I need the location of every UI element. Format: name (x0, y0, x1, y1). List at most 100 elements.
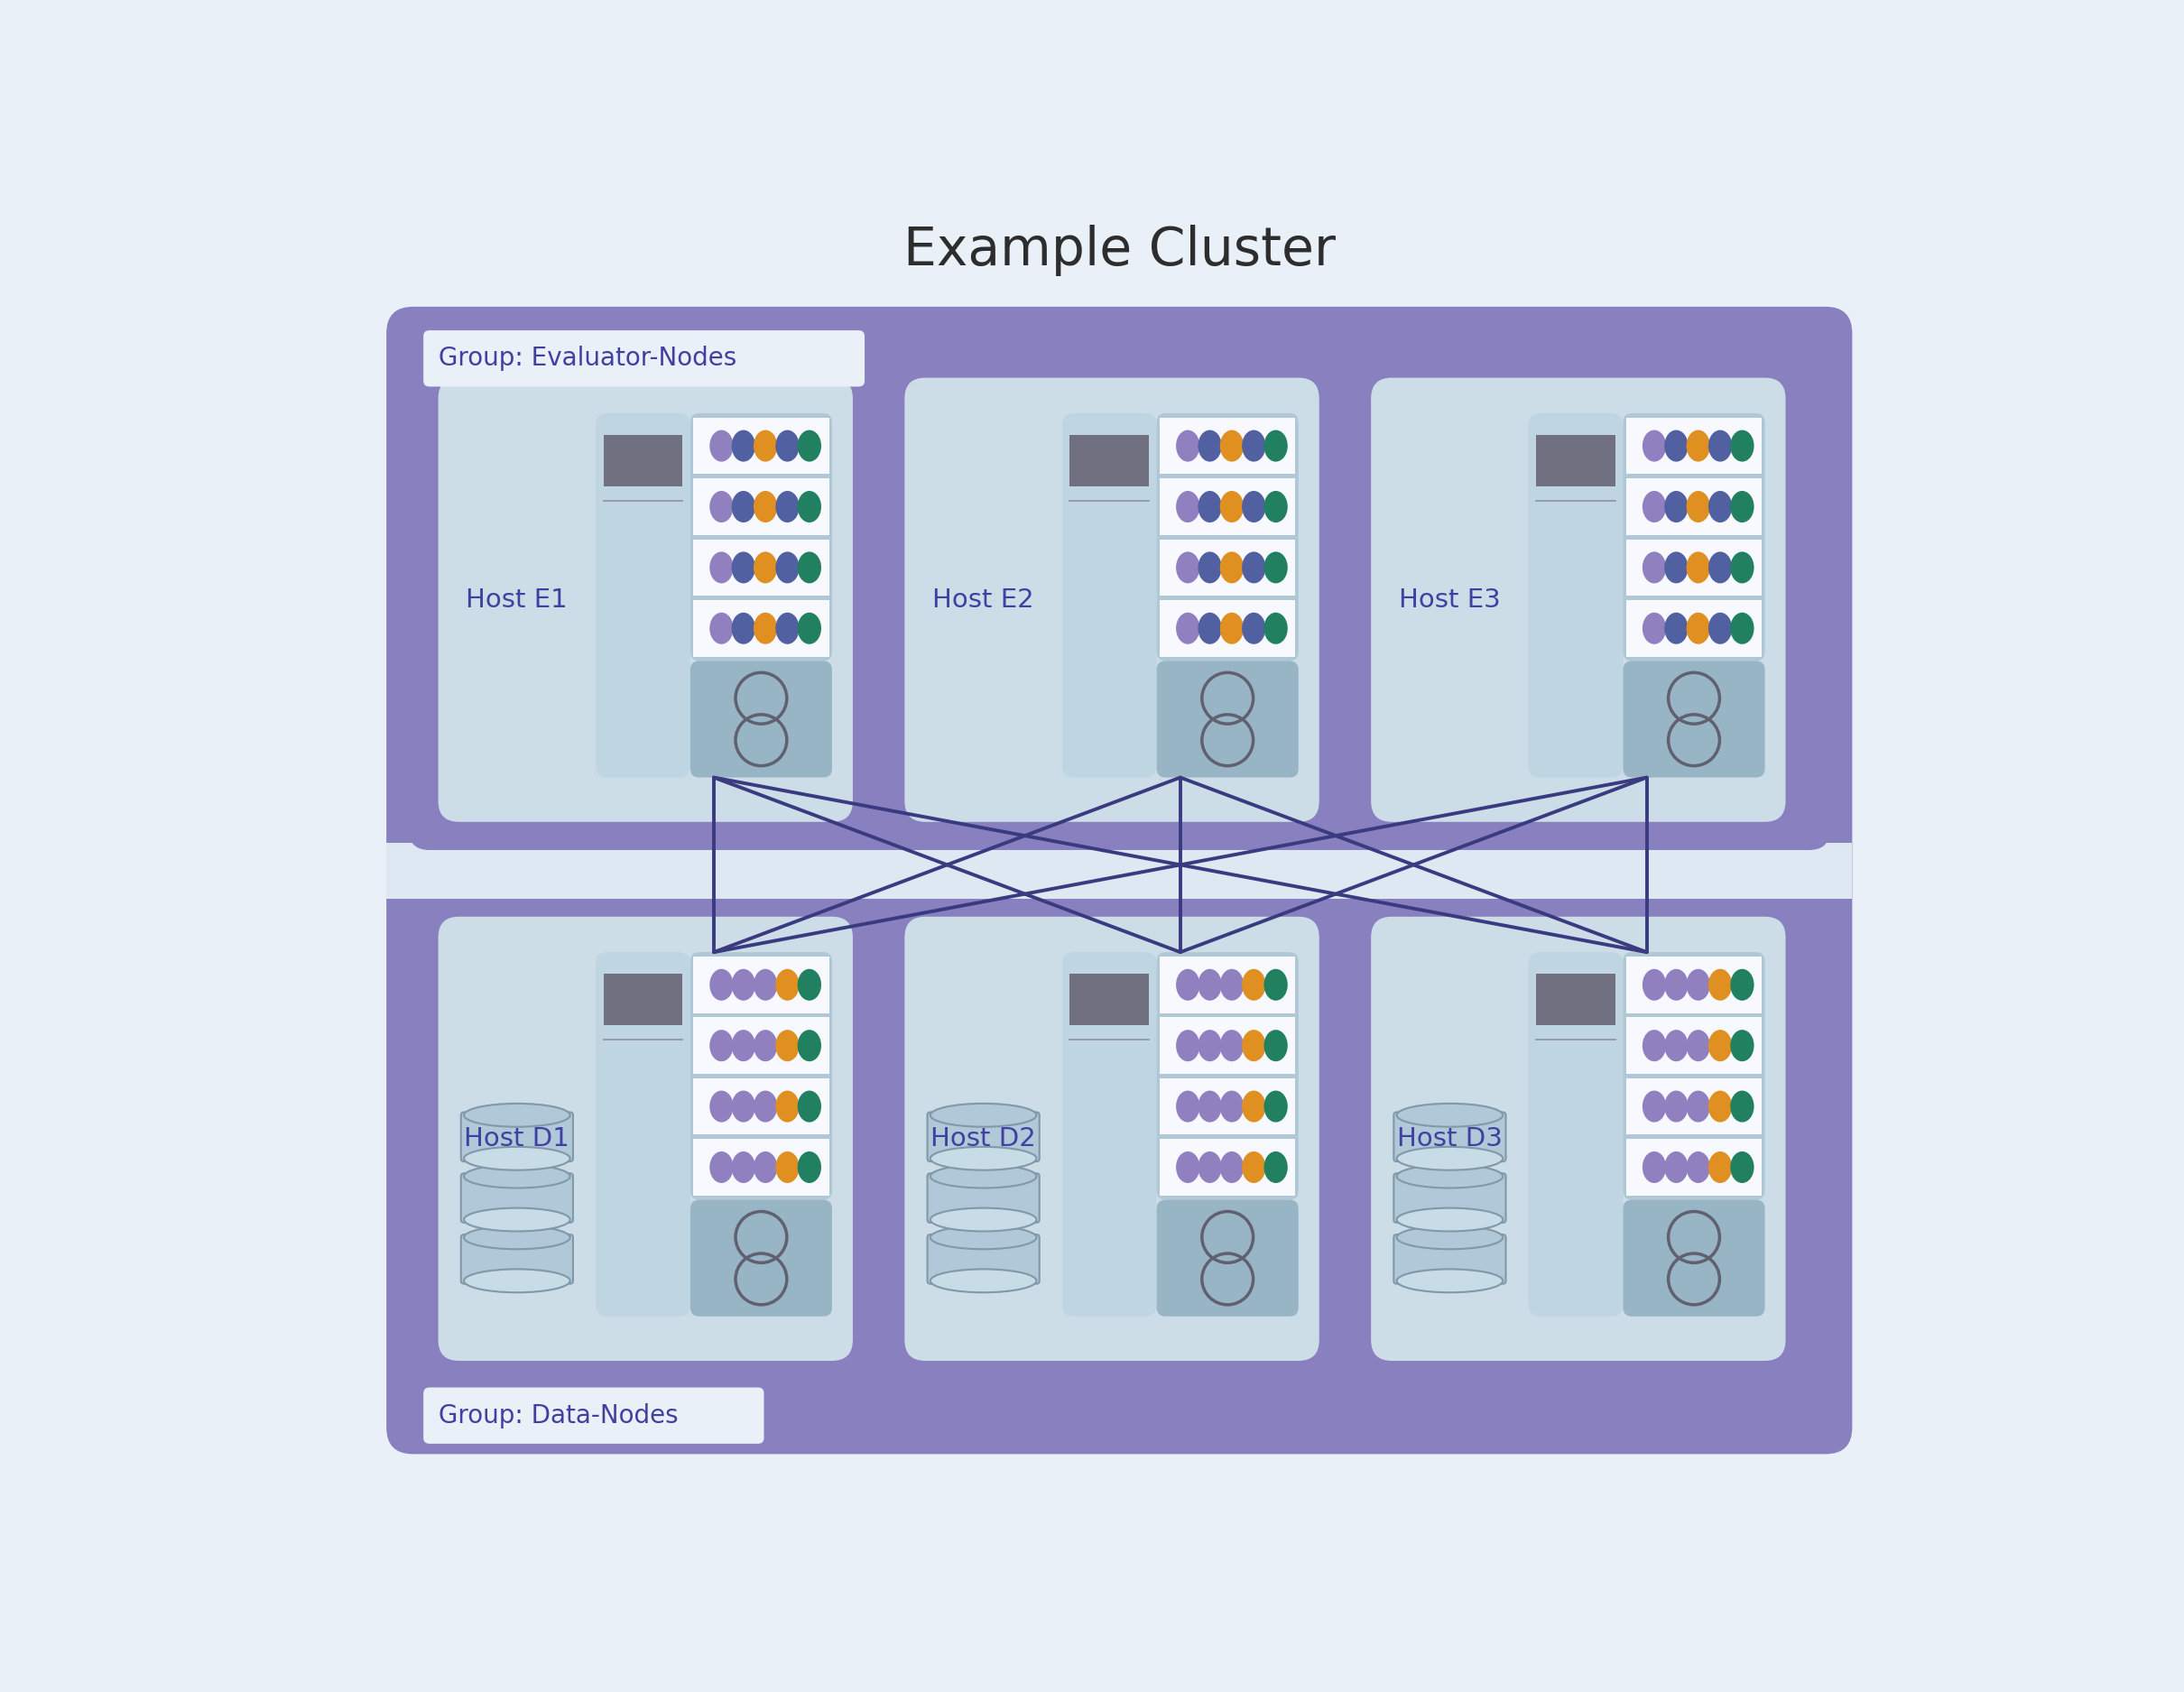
Ellipse shape (1221, 430, 1243, 462)
Ellipse shape (732, 613, 756, 645)
Ellipse shape (1664, 970, 1688, 1000)
Ellipse shape (1642, 1030, 1666, 1061)
FancyBboxPatch shape (596, 953, 690, 1316)
Ellipse shape (1730, 1030, 1754, 1061)
Ellipse shape (1642, 552, 1666, 584)
Bar (692, 1017, 830, 1074)
Bar (1160, 479, 1295, 535)
Ellipse shape (1243, 613, 1267, 645)
Ellipse shape (1199, 613, 1221, 645)
Ellipse shape (753, 552, 778, 584)
Ellipse shape (1708, 552, 1732, 584)
Text: Host D3: Host D3 (1398, 1127, 1503, 1151)
FancyBboxPatch shape (1393, 1173, 1505, 1223)
Ellipse shape (1265, 1030, 1289, 1061)
Ellipse shape (1265, 1152, 1289, 1183)
Ellipse shape (1708, 1152, 1732, 1183)
Ellipse shape (930, 1208, 1037, 1232)
Ellipse shape (732, 1152, 756, 1183)
Ellipse shape (1686, 1091, 1710, 1122)
Ellipse shape (1265, 1091, 1289, 1122)
FancyBboxPatch shape (690, 1200, 832, 1316)
Ellipse shape (1686, 430, 1710, 462)
Ellipse shape (1221, 1030, 1243, 1061)
Bar (1627, 601, 1762, 656)
Ellipse shape (1686, 970, 1710, 1000)
Bar (1627, 540, 1762, 596)
Ellipse shape (1730, 430, 1754, 462)
FancyBboxPatch shape (1372, 917, 1787, 1360)
Bar (1160, 1139, 1295, 1196)
Ellipse shape (710, 1030, 734, 1061)
Text: Host D2: Host D2 (930, 1127, 1035, 1151)
Ellipse shape (463, 1208, 570, 1232)
FancyBboxPatch shape (690, 413, 832, 662)
Ellipse shape (1708, 970, 1732, 1000)
FancyBboxPatch shape (690, 953, 832, 1200)
Ellipse shape (1243, 491, 1267, 523)
FancyBboxPatch shape (1158, 662, 1299, 777)
Ellipse shape (1243, 1030, 1267, 1061)
FancyBboxPatch shape (1393, 1235, 1505, 1284)
Bar (603, 975, 684, 1025)
Ellipse shape (797, 970, 821, 1000)
Ellipse shape (710, 552, 734, 584)
Ellipse shape (753, 613, 778, 645)
Ellipse shape (1243, 552, 1267, 584)
Ellipse shape (1221, 552, 1243, 584)
FancyBboxPatch shape (1158, 953, 1299, 1200)
Ellipse shape (1398, 1208, 1503, 1232)
Ellipse shape (797, 1091, 821, 1122)
Ellipse shape (775, 1030, 799, 1061)
FancyBboxPatch shape (1529, 953, 1623, 1316)
Ellipse shape (732, 1030, 756, 1061)
Ellipse shape (1664, 1091, 1688, 1122)
FancyBboxPatch shape (1158, 1200, 1299, 1316)
Ellipse shape (732, 430, 756, 462)
Ellipse shape (732, 491, 756, 523)
Ellipse shape (1398, 1103, 1503, 1127)
Bar (1627, 956, 1762, 1014)
Ellipse shape (1398, 1269, 1503, 1293)
FancyBboxPatch shape (439, 917, 852, 1360)
Bar (1160, 1078, 1295, 1135)
Ellipse shape (1221, 491, 1243, 523)
Ellipse shape (753, 430, 778, 462)
Ellipse shape (1642, 491, 1666, 523)
Ellipse shape (1199, 970, 1221, 1000)
Ellipse shape (930, 1269, 1037, 1293)
Ellipse shape (1243, 430, 1267, 462)
Ellipse shape (1175, 430, 1199, 462)
Ellipse shape (732, 1091, 756, 1122)
FancyBboxPatch shape (461, 1112, 572, 1161)
Text: Group: Data-Nodes: Group: Data-Nodes (439, 1403, 677, 1428)
Ellipse shape (1664, 430, 1688, 462)
Ellipse shape (1708, 491, 1732, 523)
Ellipse shape (775, 491, 799, 523)
Ellipse shape (1199, 552, 1221, 584)
Bar (692, 601, 830, 656)
Ellipse shape (1730, 491, 1754, 523)
Bar (692, 1078, 830, 1135)
FancyBboxPatch shape (1623, 413, 1765, 662)
Text: Host E1: Host E1 (465, 587, 568, 613)
Bar (1627, 1139, 1762, 1196)
FancyBboxPatch shape (461, 1173, 572, 1223)
FancyBboxPatch shape (1372, 377, 1787, 822)
Ellipse shape (1686, 491, 1710, 523)
Ellipse shape (1175, 1030, 1199, 1061)
Ellipse shape (775, 1152, 799, 1183)
Bar (1160, 418, 1295, 474)
Ellipse shape (1664, 1030, 1688, 1061)
Ellipse shape (1175, 1152, 1199, 1183)
Ellipse shape (463, 1147, 570, 1171)
FancyBboxPatch shape (904, 917, 1319, 1360)
Ellipse shape (1730, 1091, 1754, 1122)
FancyBboxPatch shape (928, 1112, 1040, 1161)
Ellipse shape (1175, 552, 1199, 584)
Ellipse shape (797, 613, 821, 645)
Ellipse shape (1664, 1152, 1688, 1183)
Bar (1627, 1017, 1762, 1074)
Ellipse shape (930, 1164, 1037, 1188)
Ellipse shape (753, 1030, 778, 1061)
